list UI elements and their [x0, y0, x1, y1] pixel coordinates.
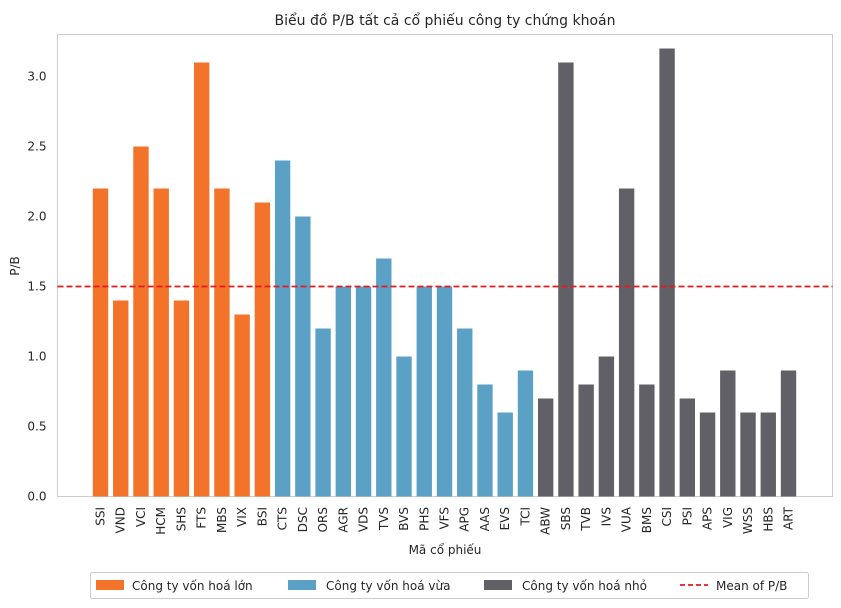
- x-tick-label: VFS: [438, 507, 452, 530]
- bar-csi: [659, 48, 675, 497]
- y-tick-label: 2.0: [27, 210, 46, 224]
- x-tick-label: ART: [782, 506, 796, 530]
- y-tick-label: 1.0: [27, 350, 46, 364]
- bar-abw: [537, 398, 554, 497]
- bar-bms: [639, 384, 655, 497]
- bar-vci: [133, 146, 149, 497]
- y-tick-label: 0.0: [27, 490, 46, 504]
- bar-hcm: [153, 188, 169, 497]
- bar-tvb: [578, 384, 594, 497]
- y-tick-label: 1.5: [27, 280, 46, 294]
- y-tick-label: 2.5: [27, 140, 46, 154]
- x-tick-label: CSI: [660, 507, 674, 527]
- y-tick-label: 3.0: [27, 70, 46, 84]
- x-tick-label: PHS: [417, 507, 431, 531]
- legend-swatch-small-cap: [484, 580, 512, 590]
- legend-swatch-mid-cap: [288, 580, 316, 590]
- x-tick-label: PSI: [680, 507, 694, 525]
- x-tick-label: WSS: [741, 507, 755, 534]
- x-tick-label: TCI: [518, 507, 532, 527]
- bar-ors: [315, 328, 331, 497]
- bar-tvs: [376, 258, 392, 497]
- x-tick-label: BVS: [397, 507, 411, 531]
- x-tick-label: APS: [701, 507, 715, 530]
- bar-art: [780, 370, 797, 497]
- x-tick-label: SSI: [94, 507, 108, 526]
- x-tick-label: VND: [114, 507, 128, 533]
- bar-phs: [416, 286, 432, 497]
- x-tick-label: ORS: [316, 507, 330, 532]
- x-axis-label: Mã cổ phiếu: [409, 543, 482, 557]
- legend-label-large-cap: Công ty vốn hoá lớn: [132, 579, 253, 593]
- legend-label-mean: Mean of P/B: [716, 579, 787, 593]
- legend-box: [90, 572, 809, 599]
- x-tick-label: HCM: [154, 507, 168, 535]
- bar-mbs: [214, 188, 230, 497]
- bar-dsc: [295, 216, 311, 497]
- bar-vix: [234, 314, 250, 497]
- x-tick-label: DSC: [296, 507, 310, 532]
- bar-vds: [355, 286, 372, 497]
- bar-aas: [477, 384, 493, 497]
- bar-wss: [740, 412, 756, 497]
- bar-agr: [335, 286, 352, 497]
- x-tick-label: SHS: [174, 507, 188, 531]
- bar-vig: [720, 370, 736, 497]
- x-tick-label: VUA: [620, 506, 634, 532]
- bar-aps: [699, 412, 716, 497]
- bar-bsi: [254, 202, 271, 497]
- x-tick-label: BSI: [255, 507, 269, 526]
- bar-tci: [517, 370, 534, 497]
- bars: [92, 48, 797, 497]
- legend-swatch-large-cap: [96, 580, 124, 590]
- x-tick-label: TVB: [579, 507, 593, 532]
- bar-vfs: [436, 286, 453, 497]
- x-tick-label: AGR: [336, 507, 350, 533]
- x-tick-label: EVS: [498, 507, 512, 530]
- bar-vnd: [113, 300, 129, 497]
- bar-fts: [193, 62, 210, 497]
- x-tick-label: ABW: [539, 507, 553, 535]
- y-tick-label: 0.5: [27, 420, 46, 434]
- x-tick-label: FTS: [195, 507, 209, 529]
- bar-ivs: [598, 356, 615, 497]
- y-axis: 0.0 0.5 1.0 1.5 2.0 2.5 3.0: [27, 70, 46, 504]
- x-tick-label: TVS: [377, 507, 391, 531]
- legend: Công ty vốn hoá lớn Công ty vốn hoá vừa …: [90, 572, 809, 599]
- bar-bvs: [396, 356, 412, 497]
- x-axis: SSI VND VCI HCM SHS FTS MBS VIX BSI CTS DSC ORS AGR V…: [94, 506, 796, 535]
- x-tick-label: BMS: [640, 507, 654, 533]
- x-tick-label: IVS: [599, 507, 613, 526]
- x-tick-label: MBS: [215, 507, 229, 533]
- x-tick-label: CTS: [276, 507, 290, 530]
- bar-psi: [679, 398, 696, 497]
- x-tick-label: VDS: [357, 507, 371, 532]
- legend-label-small-cap: Công ty vốn hoá nhỏ: [522, 579, 647, 593]
- chart-title: Biểu đồ P/B tất cả cổ phiếu công ty chứn…: [275, 12, 616, 29]
- bar-sbs: [558, 62, 574, 497]
- x-tick-label: VIX: [235, 507, 249, 527]
- bar-ssi: [92, 188, 109, 497]
- x-tick-label: VIG: [721, 507, 735, 528]
- bar-apg: [457, 328, 473, 497]
- y-axis-label: P/B: [8, 256, 22, 276]
- x-tick-label: APG: [458, 507, 472, 532]
- legend-label-mid-cap: Công ty vốn hoá vừa: [326, 579, 450, 593]
- bar-vua: [618, 188, 635, 497]
- bar-evs: [497, 412, 513, 497]
- x-tick-label: AAS: [478, 507, 492, 531]
- x-tick-label: VCI: [134, 507, 148, 527]
- bar-hbs: [760, 412, 776, 497]
- bar-cts: [274, 160, 291, 497]
- x-tick-label: SBS: [559, 507, 573, 530]
- bar-shs: [173, 300, 190, 497]
- x-tick-label: HBS: [761, 507, 775, 532]
